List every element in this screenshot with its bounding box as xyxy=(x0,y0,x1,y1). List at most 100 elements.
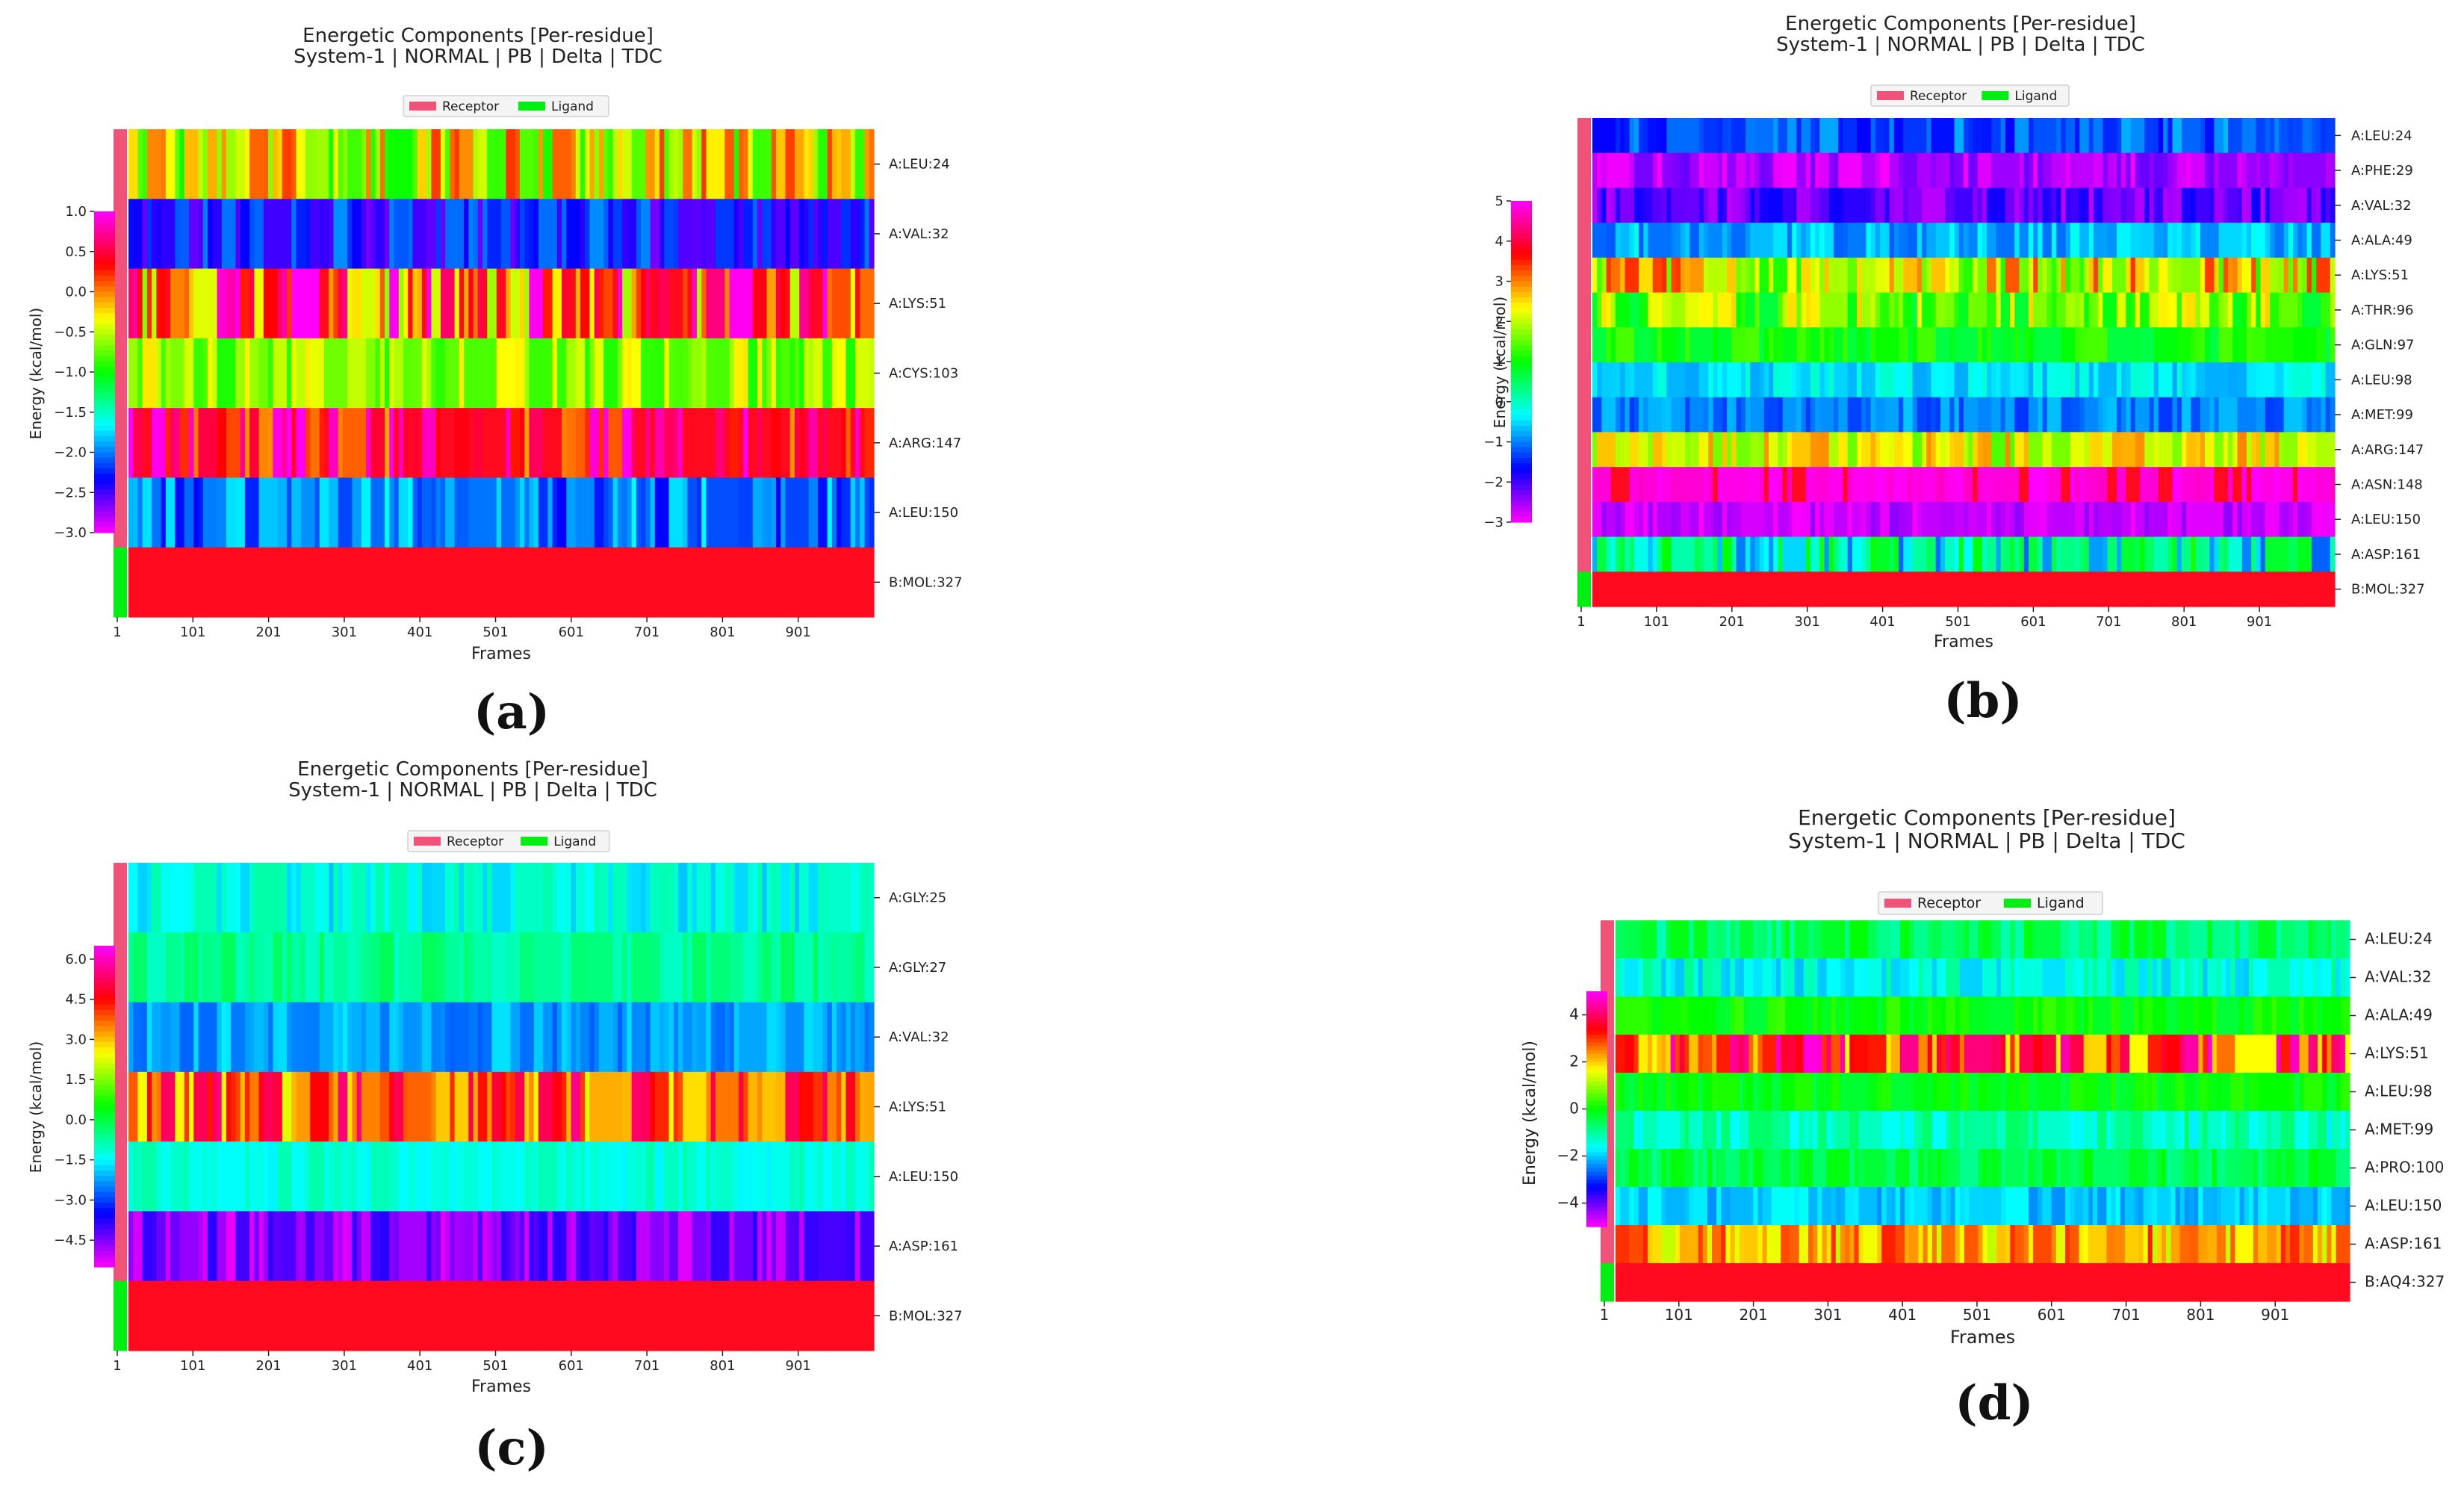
heatmap-cell xyxy=(1592,362,1598,398)
heatmap-cell xyxy=(1843,397,1849,433)
heatmap-cell xyxy=(156,199,162,270)
heatmap-cell xyxy=(277,932,283,1003)
heatmap-cell xyxy=(2111,501,2117,538)
colorbar-segment xyxy=(94,1100,115,1107)
heatmap-cell xyxy=(2274,362,2280,398)
heatmap-cell xyxy=(2251,467,2256,503)
heatmap-cell xyxy=(2260,188,2266,223)
heatmap-cell xyxy=(1698,327,1704,363)
heatmap-cell xyxy=(827,547,833,618)
heatmap-cell xyxy=(426,408,432,479)
heatmap-cell xyxy=(1661,920,1667,959)
heatmap-cell xyxy=(1606,188,1612,223)
heatmap-cell xyxy=(2167,536,2173,572)
heatmap-cell xyxy=(2297,501,2303,538)
heatmap-cell xyxy=(617,129,623,199)
heatmap-cell xyxy=(2325,501,2331,538)
heatmap-cell xyxy=(2195,223,2201,258)
heatmap-cell xyxy=(598,932,604,1003)
heatmap-cell xyxy=(837,1002,842,1073)
heatmap-cell xyxy=(766,1211,772,1282)
heatmap-cell xyxy=(2167,223,2173,258)
heatmap-cell xyxy=(1698,257,1704,294)
heatmap-cell xyxy=(701,268,707,339)
heatmap-cell xyxy=(226,1280,232,1351)
heatmap-cell xyxy=(1968,571,1974,607)
heatmap-cell xyxy=(2000,501,2006,538)
heatmap-cell xyxy=(1819,118,1825,154)
heatmap-cell xyxy=(1875,223,1881,258)
heatmap-cell xyxy=(477,1280,483,1351)
heatmap-cell xyxy=(1828,152,1834,189)
heatmap-cell xyxy=(1740,397,1746,433)
heatmap-cell xyxy=(2205,257,2210,294)
heatmap-cell xyxy=(715,1141,721,1212)
heatmap-cell xyxy=(379,1211,385,1282)
heatmap-cell xyxy=(254,1141,260,1212)
heatmap-cell xyxy=(696,863,702,933)
heatmap-cell xyxy=(645,1211,651,1282)
heatmap-cell xyxy=(2079,327,2085,363)
heatmap-cell xyxy=(1968,327,1974,363)
heatmap-cell xyxy=(654,408,660,479)
heatmap-cell xyxy=(1652,118,1658,154)
heatmap-cell xyxy=(1766,920,1772,959)
heatmap-cell xyxy=(2140,118,2145,154)
heatmap-cell xyxy=(2005,362,2011,398)
heatmap-cell xyxy=(506,1141,512,1212)
heatmap-cell xyxy=(720,1280,725,1351)
heatmap-cell xyxy=(2149,397,2155,433)
heatmap-cell xyxy=(668,1002,674,1073)
heatmap-cell xyxy=(366,477,371,548)
heatmap-cell xyxy=(1987,432,1992,468)
heatmap-cell xyxy=(2293,467,2298,503)
heatmap-cell xyxy=(617,338,623,409)
heatmap-cell xyxy=(249,863,255,933)
heatmap-cell xyxy=(1889,188,1895,223)
heatmap-cell xyxy=(664,547,670,618)
group-bar-receptor xyxy=(1577,501,1591,538)
heatmap-cell xyxy=(347,1141,353,1212)
heatmap-cell xyxy=(221,338,227,409)
colorbar-tick-label: −2.5 xyxy=(54,485,87,501)
heatmap-cell xyxy=(2246,223,2252,258)
heatmap-cell xyxy=(831,408,837,479)
heatmap-cell xyxy=(533,268,539,339)
heatmap-cell xyxy=(170,408,176,479)
heatmap-cell xyxy=(668,1280,674,1351)
colorbar-segment xyxy=(94,441,115,447)
heatmap-cell xyxy=(2283,432,2289,468)
heatmap-cell xyxy=(654,547,660,618)
heatmap-cell xyxy=(459,863,465,933)
heatmap-cell xyxy=(2297,362,2303,398)
heatmap-cell xyxy=(724,1211,730,1282)
heatmap-cell xyxy=(1606,397,1612,433)
heatmap-cell xyxy=(2149,327,2155,363)
colorbar-tick-label: 1.0 xyxy=(65,204,87,220)
heatmap-cell xyxy=(571,863,577,933)
heatmap-cell xyxy=(300,338,306,409)
heatmap-cell xyxy=(2186,257,2192,294)
heatmap-cell xyxy=(2288,467,2294,503)
heatmap-cell xyxy=(189,338,194,409)
legend-frame xyxy=(1878,891,2103,915)
heatmap-cell xyxy=(1643,292,1649,328)
heatmap-cell xyxy=(2014,571,2020,607)
heatmap-cell xyxy=(2117,397,2122,433)
heatmap-cell xyxy=(781,199,786,270)
heatmap-cell xyxy=(1996,327,2002,363)
heatmap-cell xyxy=(2270,467,2275,503)
heatmap-cell xyxy=(1917,362,1923,398)
heatmap-cell xyxy=(2088,118,2094,154)
chart-title: Energetic Components [Per-residue] xyxy=(297,758,648,781)
heatmap-cell xyxy=(244,863,250,933)
heatmap-cell xyxy=(1745,536,1751,572)
heatmap-cell xyxy=(496,1002,502,1073)
heatmap-cell xyxy=(566,408,572,479)
heatmap-cell xyxy=(1629,327,1635,363)
heatmap-cell xyxy=(2274,292,2280,328)
heatmap-cell xyxy=(2246,118,2252,154)
heatmap-cell xyxy=(1610,327,1616,363)
heatmap-cell xyxy=(1899,327,1904,363)
heatmap-cell xyxy=(1954,501,1960,538)
